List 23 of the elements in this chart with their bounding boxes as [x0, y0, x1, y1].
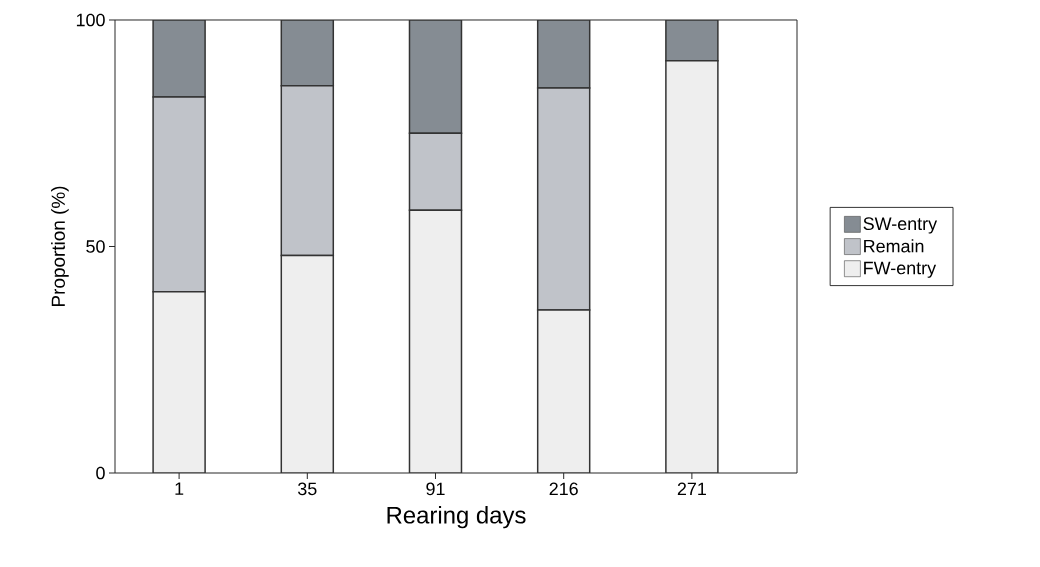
legend-label: Remain	[864, 239, 924, 253]
x-tick-label: 271	[677, 482, 706, 496]
bar	[665, 19, 719, 62]
legend-label: SW-entry	[863, 217, 938, 234]
y-tick-label: 0	[96, 466, 105, 480]
bar	[536, 19, 591, 89]
bar	[152, 291, 206, 473]
bar	[408, 19, 463, 134]
bar	[152, 19, 206, 98]
legend-label: FW-entry	[864, 261, 937, 278]
y-tick-label: 100	[76, 13, 105, 27]
y-axis-title: Proportion (%)	[51, 186, 69, 306]
x-tick-label: 216	[549, 482, 578, 496]
x-tick-label: 1	[175, 482, 184, 495]
x-axis-title: Rearing days	[387, 506, 526, 529]
x-tick-label: 91	[426, 482, 445, 496]
bar	[280, 19, 335, 87]
bar	[280, 254, 335, 473]
bar	[408, 209, 463, 473]
x-tick-label: 35	[298, 482, 317, 496]
bar	[665, 60, 719, 473]
y-tick-label: 50	[86, 240, 105, 253]
bar	[536, 309, 591, 473]
